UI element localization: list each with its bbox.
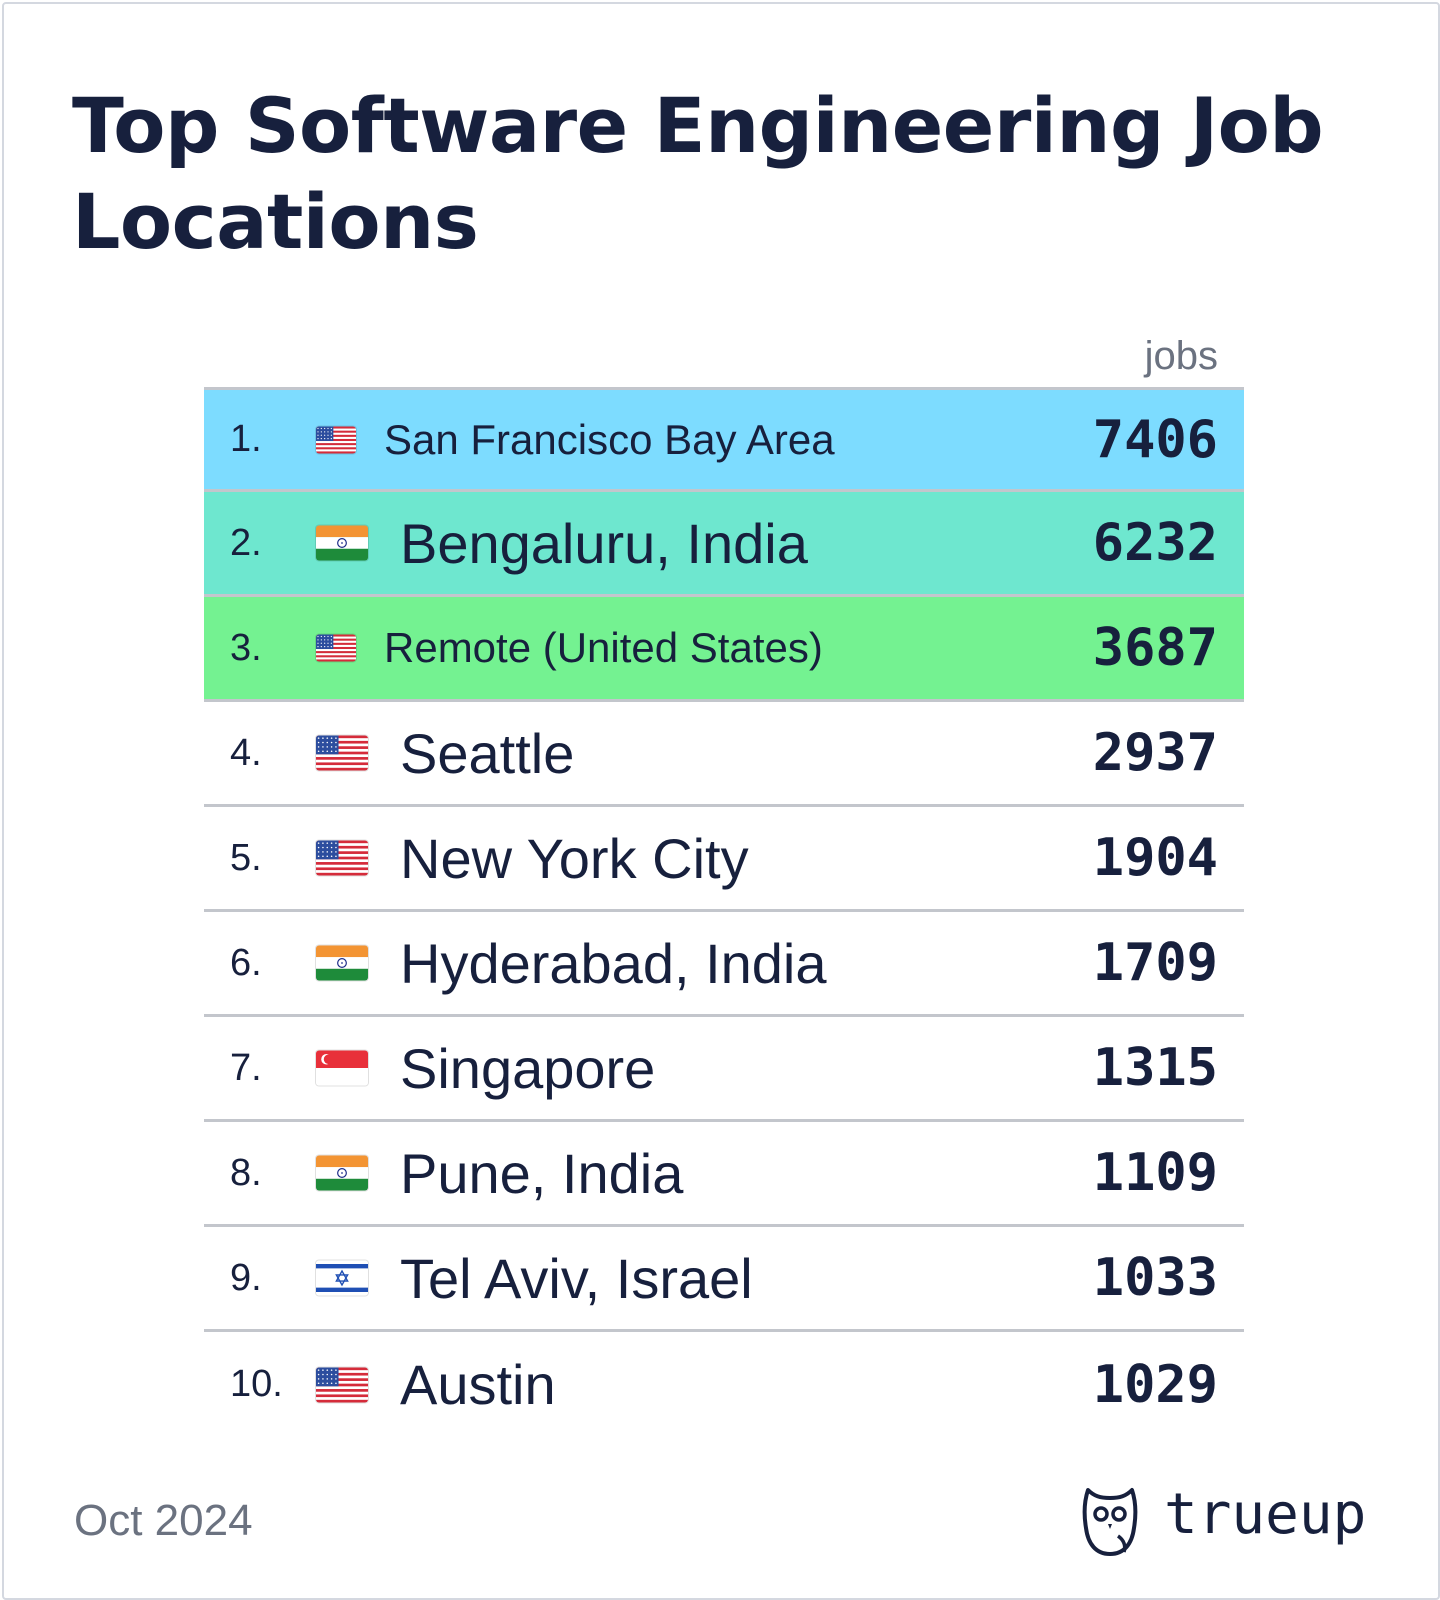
row-location: Tel Aviv, Israel xyxy=(400,1246,753,1310)
owl-logo-icon xyxy=(1082,1486,1138,1558)
table-row: 7. Singapore 1315 xyxy=(204,1017,1244,1122)
us-flag-icon xyxy=(316,634,356,662)
row-location: Pune, India xyxy=(400,1141,684,1205)
jobs-column-header: jobs xyxy=(1144,334,1218,378)
us-flag-icon xyxy=(316,735,368,771)
row-jobs-value: 1029 xyxy=(1092,1354,1218,1415)
row-jobs-value: 1109 xyxy=(1092,1143,1218,1203)
row-rank: 10. xyxy=(230,1363,283,1405)
row-jobs-value: 1033 xyxy=(1092,1248,1218,1308)
row-rank: 4. xyxy=(230,731,262,774)
table-row: 5. New York City 1904 xyxy=(204,807,1244,912)
row-location: New York City xyxy=(400,826,749,890)
in-flag-icon xyxy=(316,1155,368,1191)
row-location: Bengaluru, India xyxy=(400,511,808,575)
brand-name: trueup xyxy=(1164,1482,1367,1547)
table-row: 4. Seattle 2937 xyxy=(204,702,1244,807)
table-row: 9. Tel Aviv, Israel 1033 xyxy=(204,1227,1244,1332)
row-location: Seattle xyxy=(400,721,575,785)
row-location: Remote (United States) xyxy=(384,624,823,671)
row-jobs-value: 1315 xyxy=(1092,1038,1218,1098)
row-jobs-value: 6232 xyxy=(1092,513,1218,573)
in-flag-icon xyxy=(316,945,368,981)
row-rank: 6. xyxy=(230,941,262,984)
row-location: Austin xyxy=(400,1353,556,1416)
sg-flag-icon xyxy=(316,1050,368,1086)
row-location: Singapore xyxy=(400,1036,656,1100)
il-flag-icon xyxy=(316,1260,368,1296)
us-flag-icon xyxy=(316,426,356,453)
row-jobs-value: 1904 xyxy=(1092,828,1218,888)
table-row: 6. Hyderabad, India 1709 xyxy=(204,912,1244,1017)
row-rank: 3. xyxy=(230,626,262,669)
us-flag-icon xyxy=(316,840,368,876)
row-rank: 1. xyxy=(230,418,262,460)
page-title: Top Software Engineering Job Locations xyxy=(72,81,1324,266)
row-rank: 5. xyxy=(230,836,262,879)
row-rank: 8. xyxy=(230,1151,262,1194)
row-jobs-value: 7406 xyxy=(1092,409,1218,470)
row-rank: 9. xyxy=(230,1256,262,1299)
locations-table: 1. San Francisco Bay Area 7406 2. Bengaluru,… xyxy=(204,387,1244,1437)
table-row: 1. San Francisco Bay Area 7406 xyxy=(204,387,1244,492)
table-row: 10. Austin 1029 xyxy=(204,1332,1244,1437)
footer-date: Oct 2024 xyxy=(74,1496,253,1545)
row-rank: 2. xyxy=(230,521,262,564)
table-row: 3. Remote (United States) 3687 xyxy=(204,597,1244,702)
table-row: 8. Pune, India 1109 xyxy=(204,1122,1244,1227)
row-jobs-value: 1709 xyxy=(1092,933,1218,993)
row-location: San Francisco Bay Area xyxy=(384,415,835,463)
row-jobs-value: 2937 xyxy=(1092,723,1218,783)
row-location: Hyderabad, India xyxy=(400,931,827,995)
row-jobs-value: 3687 xyxy=(1092,618,1218,678)
row-rank: 7. xyxy=(230,1046,262,1089)
table-row: 2. Bengaluru, India 6232 xyxy=(204,492,1244,597)
us-flag-icon xyxy=(316,1367,368,1402)
in-flag-icon xyxy=(316,525,368,561)
